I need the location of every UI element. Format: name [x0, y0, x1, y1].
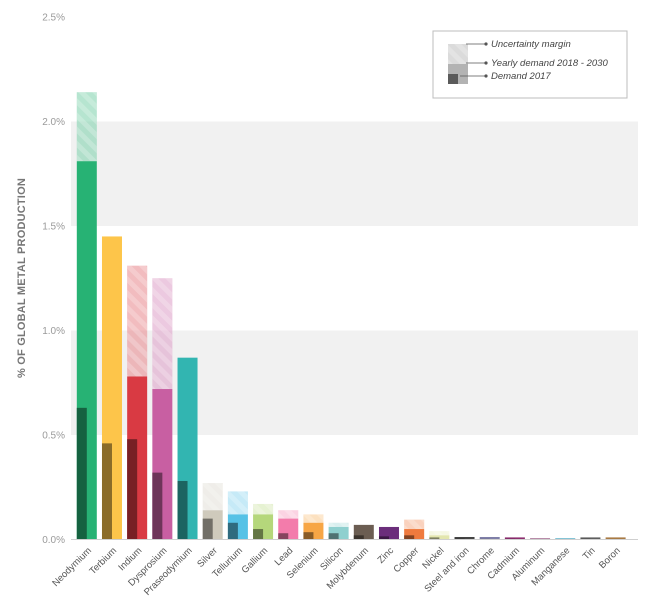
x-tick-label: Neodymium — [50, 545, 94, 589]
legend-label-demand2017: Demand 2017 — [491, 71, 551, 82]
demand-2017-bar — [202, 518, 213, 540]
demand-2017-bar — [404, 535, 415, 540]
bar-group-tellurium — [227, 491, 248, 540]
x-tick-label: Gallium — [240, 545, 271, 576]
legend-label-yearly: Yearly demand 2018 - 2030 — [491, 58, 608, 69]
bar-group-dysprosium — [152, 278, 173, 540]
demand-2017-bar — [76, 407, 87, 540]
legend-swatch-yearly — [448, 64, 468, 74]
bar-group-copper — [404, 519, 425, 540]
bar-group-neodymium — [76, 92, 97, 540]
yearly-demand-bar — [479, 536, 500, 540]
x-tick-label: Zinc — [376, 545, 397, 566]
yearly-demand-bar — [530, 538, 551, 540]
y-tick-label: 1.0% — [42, 326, 65, 337]
legend-swatch-uncertainty-hatch — [448, 44, 468, 64]
bars — [76, 92, 626, 540]
yearly-demand-bar — [605, 537, 626, 540]
uncertainty-hatch — [404, 519, 425, 530]
y-tick-label: 0.0% — [42, 535, 65, 546]
bar-group-gallium — [253, 503, 274, 540]
demand-2017-bar — [227, 522, 238, 540]
bar-group-indium — [127, 265, 148, 540]
yearly-demand-bar — [404, 529, 425, 540]
x-tick-label: Lead — [273, 545, 296, 568]
grid-bands — [71, 17, 638, 540]
demand-2017-bar — [303, 532, 314, 540]
uncertainty-hatch — [202, 483, 223, 511]
uncertainty-hatch — [127, 265, 148, 377]
demand-2017-bar — [152, 472, 163, 540]
x-tick-label: Terbium — [87, 545, 119, 577]
bar-group-selenium — [303, 514, 324, 540]
y-tick-label: 2.5% — [42, 13, 65, 24]
uncertainty-hatch — [429, 531, 450, 536]
legend-swatch-demand2017-right — [458, 74, 468, 84]
y-axis-ticks: 0.0% 0.5% 1.0% 1.5% 2.0% 2.5% — [42, 13, 65, 547]
bar-group-terbium — [101, 236, 122, 540]
y-tick-label: 2.0% — [42, 117, 65, 128]
grid-band — [71, 121, 638, 226]
uncertainty-hatch — [227, 491, 248, 515]
demand-2017-bar — [328, 533, 339, 540]
demand-2017-bar — [353, 535, 364, 540]
bar-group-praseodymium — [177, 357, 198, 540]
x-tick-label: Steel and iron — [422, 545, 471, 594]
uncertainty-hatch — [278, 510, 299, 519]
uncertainty-hatch — [76, 92, 97, 162]
demand-2017-bar — [177, 480, 188, 540]
legend-swatch-demand2017 — [448, 74, 458, 84]
bar-group-lead — [278, 510, 299, 540]
y-tick-label: 1.5% — [42, 222, 65, 233]
legend: Uncertainty margin Yearly demand 2018 - … — [432, 30, 628, 99]
demand-2017-bar — [378, 536, 389, 540]
uncertainty-hatch — [303, 514, 324, 523]
yearly-demand-bar — [454, 536, 475, 540]
yearly-demand-bar — [504, 537, 525, 540]
bar-group-nickel — [429, 531, 450, 540]
demand-2017-bar — [127, 439, 138, 540]
demand-2017-bar — [101, 443, 112, 540]
legend-label-uncertainty: Uncertainty margin — [491, 39, 571, 50]
uncertainty-hatch — [253, 503, 274, 515]
uncertainty-hatch — [152, 278, 173, 390]
demand-2017-bar — [278, 533, 289, 540]
bar-group-silver — [202, 483, 223, 540]
yearly-demand-bar — [555, 538, 576, 540]
bar-group-silicon — [328, 522, 349, 540]
demand-2017-bar — [429, 537, 440, 540]
uncertainty-hatch — [328, 522, 349, 527]
demand-2017-bar — [253, 529, 264, 540]
x-tick-label: Copper — [391, 545, 421, 575]
yearly-demand-bar — [580, 537, 601, 540]
y-axis-label: % OF GLOBAL METAL PRODUCTION — [16, 178, 28, 378]
x-axis-labels: NeodymiumTerbiumIndiumDysprosiumPraseody… — [50, 545, 622, 598]
x-tick-label: Boron — [597, 545, 623, 571]
bar-group-molybdenum — [353, 524, 374, 540]
bar-group-zinc — [378, 526, 399, 540]
y-tick-label: 0.5% — [42, 431, 65, 442]
x-tick-label: Tin — [581, 545, 598, 562]
